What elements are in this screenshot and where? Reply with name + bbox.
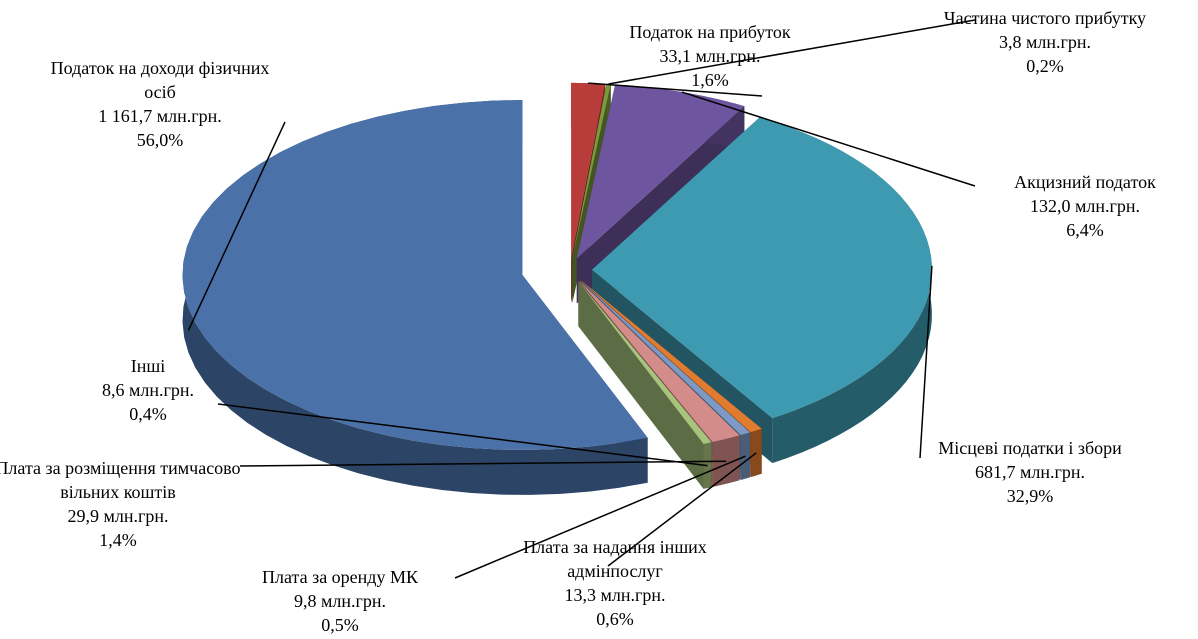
slice-label: Акцизний податок 132,0 млн.грн. 6,4% xyxy=(960,170,1198,242)
label-line: 0,6% xyxy=(596,609,634,629)
label-line: 0,2% xyxy=(1026,56,1064,76)
label-line: 33,1 млн.грн. xyxy=(659,46,761,66)
leader-line xyxy=(608,19,976,85)
label-line: 0,4% xyxy=(129,404,167,424)
slice-label: Плата за оренду МК 9,8 млн.грн. 0,5% xyxy=(215,565,465,637)
slice-label: Плата за розміщення тимчасово вільних ко… xyxy=(0,456,243,552)
label-line: 1 161,7 млн.грн. xyxy=(98,106,222,126)
slice xyxy=(182,99,648,495)
leader-line xyxy=(239,460,727,467)
leader-line xyxy=(588,82,763,97)
label-line: 56,0% xyxy=(136,130,184,150)
slice-label: Частина чистого прибутку 3,8 млн.грн. 0,2% xyxy=(920,6,1170,78)
slice xyxy=(576,84,745,259)
label-line: 3,8 млн.грн. xyxy=(998,32,1092,52)
leader-line xyxy=(454,455,746,579)
slice xyxy=(571,82,606,258)
label-line: Акцизний податок xyxy=(1014,172,1156,192)
slice-label: Плата за надання інших адмінпослуг 13,3 м… xyxy=(490,535,740,631)
slice-label: Місцеві податки і збори 681,7 млн.грн. 32,… xyxy=(905,436,1155,508)
slice-wall xyxy=(578,281,704,489)
label-line: Плата за оренду МК xyxy=(262,567,418,587)
label-line: 32,9% xyxy=(1006,486,1054,506)
label-line: Податок на прибуток xyxy=(629,22,791,42)
label-line: 6,4% xyxy=(1066,220,1104,240)
label-line: Інші xyxy=(130,356,166,376)
label-line: 8,6 млн.грн. xyxy=(101,380,195,400)
leader-line xyxy=(187,121,286,331)
label-line: Місцеві податки і збори xyxy=(938,438,1122,458)
slice xyxy=(572,83,611,258)
label-line: Частина чистого прибутку xyxy=(943,8,1147,28)
label-line: 13,3 млн.грн. xyxy=(564,585,666,605)
slice-label: Інші 8,6 млн.грн. 0,4% xyxy=(23,354,273,426)
label-line: 681,7 млн.грн. xyxy=(974,462,1086,482)
slice xyxy=(578,281,712,489)
leader-line xyxy=(217,403,708,467)
slice-label: Податок на прибуток 33,1 млн.грн. 1,6% xyxy=(585,20,835,92)
slice xyxy=(580,280,751,435)
label-line: Плата за розміщення тимчасово вільних ко… xyxy=(0,458,241,502)
leader-line xyxy=(607,452,757,567)
label-line: 0,5% xyxy=(321,615,359,635)
label-line: 29,9 млн.грн. xyxy=(67,506,169,526)
slice xyxy=(581,280,762,433)
slice-label: Податок на доходи фізичних осіб 1 161,7 м… xyxy=(35,56,285,152)
slice-side xyxy=(182,99,648,495)
label-line: 1,4% xyxy=(99,530,137,550)
label-line: Плата за надання інших адмінпослуг xyxy=(523,537,707,581)
label-line: 9,8 млн.грн. xyxy=(293,591,387,611)
leader-line xyxy=(681,91,976,187)
slice xyxy=(591,117,932,419)
leader-line xyxy=(919,265,933,459)
slice xyxy=(182,99,648,450)
label-line: Податок на доходи фізичних осіб xyxy=(50,58,270,102)
label-line: 132,0 млн.грн. xyxy=(1029,196,1141,216)
slice xyxy=(579,280,740,442)
slice xyxy=(578,281,712,444)
label-line: 1,6% xyxy=(691,70,729,90)
